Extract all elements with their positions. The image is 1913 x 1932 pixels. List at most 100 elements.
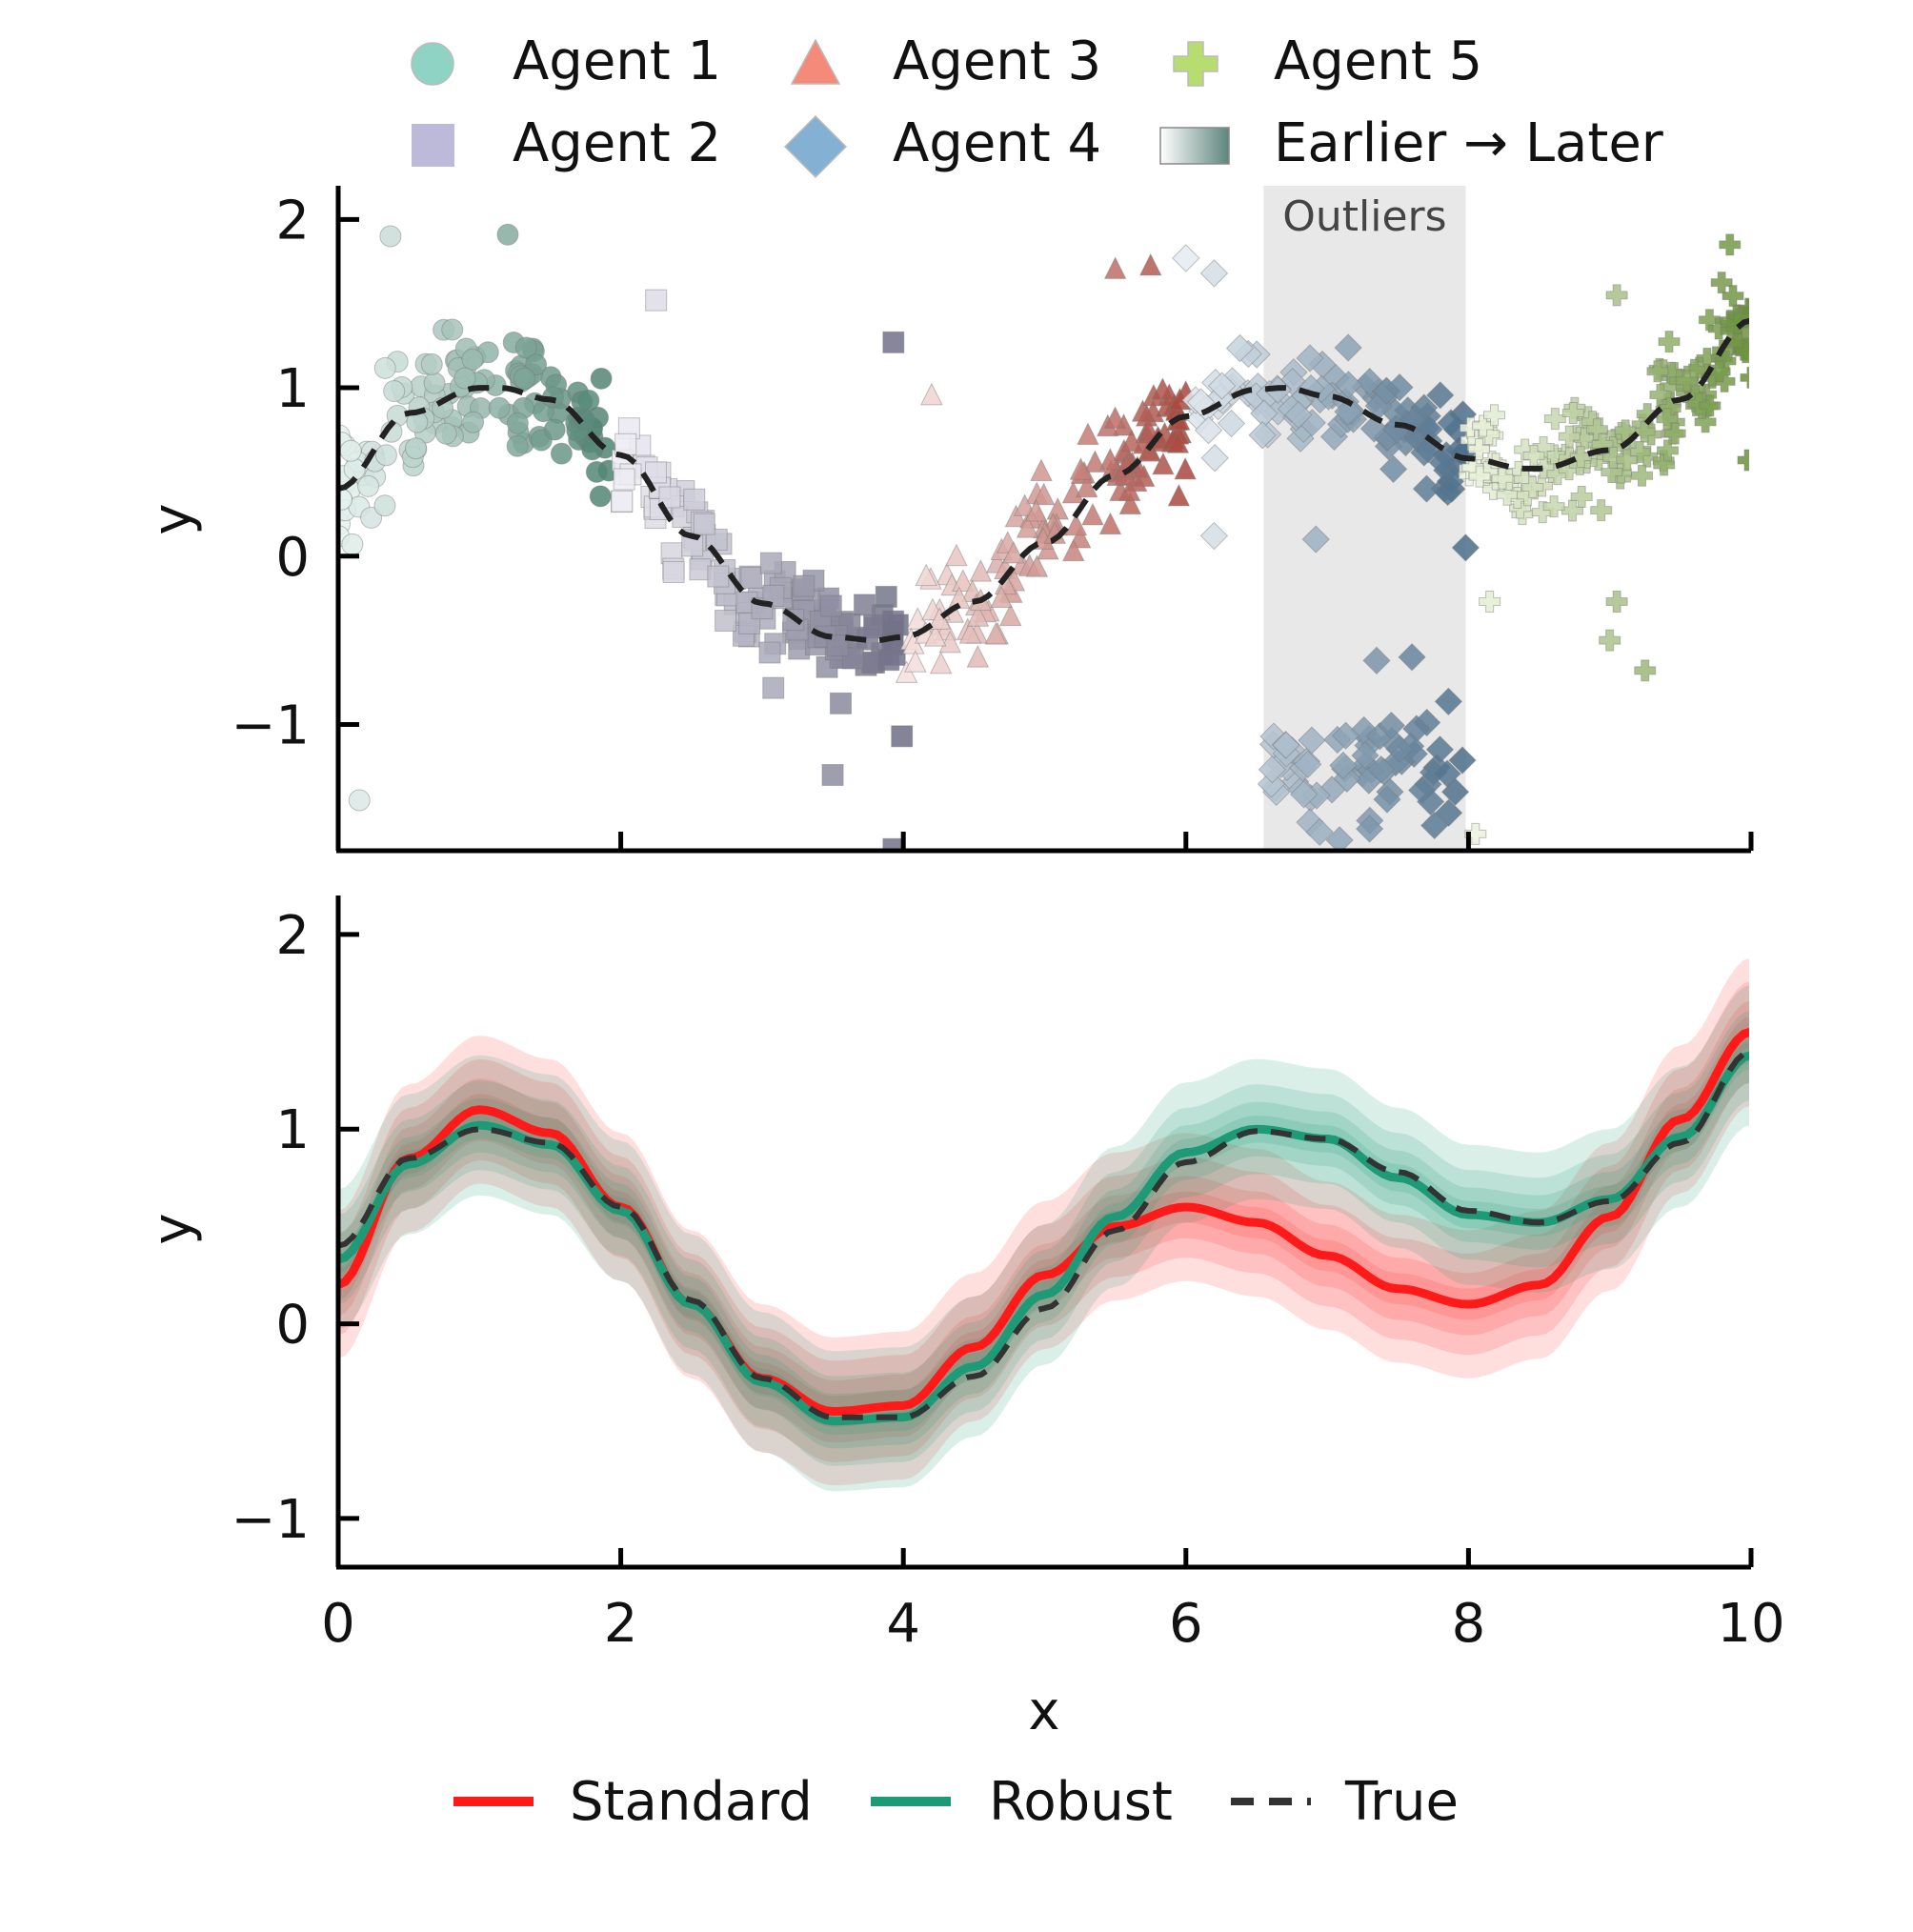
scatter-point-agent-4-outlier <box>1377 711 1406 740</box>
scatter-point-agent-3 <box>1077 422 1099 446</box>
series-lines <box>339 1027 1749 1426</box>
confidence-bands <box>339 957 1749 1492</box>
scatter-point-agent-1 <box>374 444 397 467</box>
scatter-point-agent-5 <box>1590 499 1613 522</box>
legend-label-agent-1: Agent 1 <box>513 30 721 92</box>
scatter-point-agent-5 <box>1468 465 1491 488</box>
scatter-point-agent-1 <box>441 318 464 341</box>
scatter-point-agent-1 <box>373 356 396 379</box>
scatter-point-agent-3 <box>1118 492 1142 515</box>
scatter-point-agent-4 <box>1284 400 1313 430</box>
legend-item-agent-4: Agent 4 <box>783 112 1101 179</box>
scatter-point-agent-5 <box>1646 360 1669 383</box>
line-true <box>339 1048 1749 1420</box>
scatter-point-agent-3 <box>1103 256 1127 279</box>
legend-marker-agent-1 <box>411 42 454 86</box>
scatter-point-agent-4 <box>1362 646 1391 675</box>
legend-marker-gradient <box>1159 127 1230 165</box>
scatter-point-agent-5 <box>1605 284 1628 307</box>
scatter-point-agent-3 <box>1138 252 1162 276</box>
scatter-point-agent-4 <box>1355 815 1384 843</box>
scatter-point-agent-5 <box>1478 423 1500 446</box>
scatter-point-agent-4-outlier <box>1257 770 1286 798</box>
scatter-point-agent-5 <box>1464 822 1487 845</box>
scatter-point-agent-5 <box>1726 312 1749 334</box>
scatter-point-agent-2 <box>829 692 852 714</box>
scatter-point-agent-1 <box>341 533 364 555</box>
top-axes: −1 0 1 2 <box>231 186 1754 854</box>
scatter-point-agent-4-outlier <box>1366 755 1396 784</box>
scatter-point-agent-4 <box>1451 533 1480 562</box>
scatter-point-agent-3 <box>1064 513 1088 536</box>
scatter-point-agent-1 <box>373 494 396 517</box>
scatter-point-agent-1 <box>543 418 566 441</box>
scatter-point-agent-3 <box>1075 474 1098 498</box>
scatter-point-agent-3 <box>929 651 953 674</box>
scatter-point-agent-5 <box>1605 590 1628 613</box>
scatter-point-agent-2 <box>891 725 914 748</box>
scatter-point-agent-3 <box>1032 482 1056 506</box>
scatter-point-agent-5 <box>1699 394 1722 417</box>
scatter-point-agent-3 <box>1004 504 1028 528</box>
scatter-point-agent-4 <box>1334 371 1363 399</box>
scatter-point-agent-3 <box>895 660 918 683</box>
scatter-point-agent-3 <box>958 620 982 644</box>
scatter-point-agent-1 <box>525 353 548 376</box>
scatter-point-agent-4 <box>1428 448 1458 477</box>
scatter-point-agent-4 <box>1398 643 1426 672</box>
scatter-point-agent-4-outlier <box>1331 721 1360 750</box>
scatter-point-agent-5 <box>1675 370 1698 392</box>
scatter-point-agent-1 <box>488 396 511 419</box>
true-function-line-top <box>339 317 1749 644</box>
line-standard <box>339 1027 1749 1417</box>
scatter-point-agent-2 <box>611 490 634 513</box>
scatter-point-agent-3 <box>1152 452 1175 475</box>
scatter-point-agent-5 <box>1740 366 1749 389</box>
scatter-point-agent-1 <box>506 412 529 434</box>
scatter-point-agent-3 <box>1069 457 1093 480</box>
scatter-point-agent-2 <box>793 574 816 597</box>
legend-marker-agent-2 <box>412 124 454 167</box>
scatter-point-agent-4-outlier <box>1258 755 1287 784</box>
scatter-point-agent-1 <box>590 367 613 390</box>
scatter-point-agent-2 <box>658 486 681 509</box>
legend-item-agent-5: Agent 5 <box>1173 30 1482 92</box>
scatter-point-agent-4-outlier <box>1351 741 1379 770</box>
top-y-tick-label: 2 <box>275 190 310 252</box>
scatter-point-agent-2 <box>762 676 785 699</box>
legend-marker-agent-3 <box>790 38 841 85</box>
scatter-point-agent-3 <box>1098 447 1122 471</box>
legend-marker-agent-4 <box>783 114 848 179</box>
scatter-point-agent-3 <box>928 607 952 630</box>
bottom-y-tick-label: 1 <box>275 1099 310 1161</box>
scatter-point-agent-4-outlier <box>1434 687 1463 716</box>
scatter-point-agent-3 <box>1061 538 1085 562</box>
scatter-point-agent-5 <box>1496 483 1519 506</box>
scatter-points <box>339 223 1749 853</box>
scatter-point-agent-3 <box>920 382 943 406</box>
legend-label-agent-2: Agent 2 <box>513 112 721 174</box>
scatter-point-agent-3 <box>1083 450 1107 473</box>
scatter-point-agent-3 <box>945 543 968 567</box>
scatter-point-agent-2 <box>882 331 905 353</box>
scatter-point-agent-3 <box>1167 483 1191 507</box>
scatter-point-agent-1 <box>420 352 443 375</box>
scatter-point-agent-3 <box>969 559 993 582</box>
bottom-x-tick-label: 4 <box>886 1593 920 1655</box>
scatter-point-agent-5 <box>1601 446 1624 469</box>
scatter-point-agent-1 <box>453 367 476 390</box>
scatter-point-agent-3 <box>904 650 927 673</box>
scatter-point-agent-4-outlier <box>1407 775 1437 805</box>
legend-item-robust: Robust <box>871 1771 1173 1833</box>
scatter-point-agent-3 <box>1002 540 1025 564</box>
bottom-y-tick-label: 0 <box>275 1295 310 1357</box>
scatter-point-agent-5 <box>1735 341 1749 364</box>
scatter-point-agent-1 <box>357 474 380 497</box>
scatter-point-agent-3 <box>1013 493 1037 516</box>
scatter-point-agent-3 <box>952 569 975 593</box>
scatter-point-agent-5 <box>1658 331 1681 353</box>
legend-label-agent-4: Agent 4 <box>893 112 1101 174</box>
bottom-legend: Standard Robust True <box>453 1771 1459 1833</box>
scatter-point-agent-2 <box>715 610 737 633</box>
scatter-point-agent-3 <box>1030 458 1053 482</box>
